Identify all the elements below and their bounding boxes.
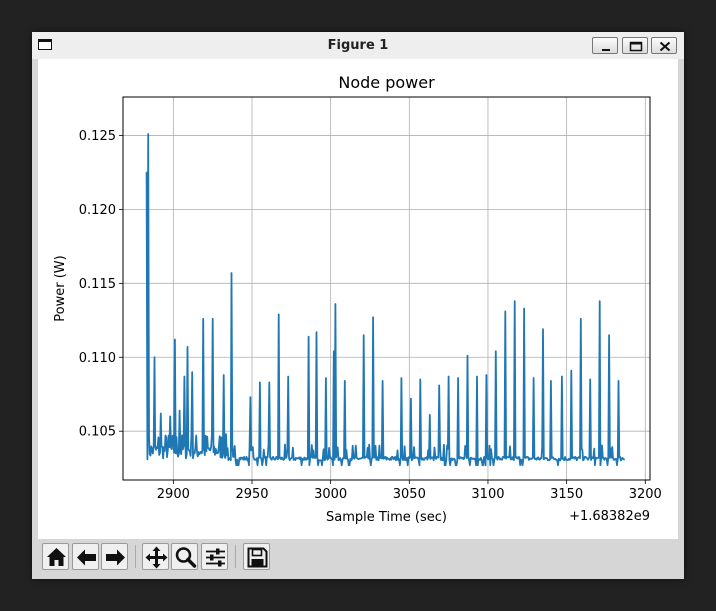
back-button[interactable] <box>72 543 99 570</box>
close-icon <box>659 41 671 52</box>
y-tick-label: 0.125 <box>79 129 116 144</box>
zoom-icon <box>175 547 197 568</box>
x-tick-label: 2900 <box>157 487 190 502</box>
x-tick-label: 3050 <box>393 487 426 502</box>
window-title: Figure 1 <box>327 38 389 53</box>
y-axis-label: Power (W) <box>53 255 68 321</box>
configure-subplots-icon <box>206 548 225 567</box>
chart-title: Node power <box>338 73 435 92</box>
line-chart: 2900 2950 3000 3050 3100 3150 3200 0.105 0.110 0.… <box>53 73 662 525</box>
close-button[interactable] <box>651 37 677 54</box>
zoom-button[interactable] <box>171 543 198 570</box>
y-tick-label: 0.120 <box>79 203 116 218</box>
forward-arrow-icon <box>106 549 125 566</box>
minimize-button[interactable] <box>592 37 618 54</box>
home-icon <box>47 548 66 566</box>
x-tick-label: 3200 <box>629 487 662 502</box>
y-tick-label: 0.105 <box>79 425 116 440</box>
x-offset-label: +1.68382e9 <box>569 509 650 524</box>
title-bar[interactable]: Figure 1 <box>32 32 684 59</box>
x-tick-label: 2950 <box>235 487 268 502</box>
plot-canvas[interactable]: 2900 2950 3000 3050 3100 3150 3200 0.105 0.110 0.… <box>38 59 678 539</box>
toolbar-separator <box>135 545 136 568</box>
x-axis-label: Sample Time (sec) <box>326 510 447 525</box>
toolbar-separator <box>235 545 236 568</box>
x-tick-label: 3000 <box>314 487 347 502</box>
y-tick-label: 0.110 <box>79 351 116 366</box>
x-tick-label: 3100 <box>471 487 504 502</box>
pan-button[interactable] <box>142 543 169 570</box>
home-button[interactable] <box>42 543 69 570</box>
minimize-icon <box>602 49 610 51</box>
back-arrow-icon <box>77 549 96 566</box>
window-icon <box>38 39 52 50</box>
maximize-button[interactable] <box>622 37 648 54</box>
figure-window: Figure 1 2900 2950 3000 3050 3100 3150 3200 0.1… <box>32 32 684 579</box>
maximize-icon <box>629 41 643 52</box>
x-tick-label: 3150 <box>550 487 583 502</box>
axes-frame <box>122 96 651 481</box>
pan-icon <box>145 546 168 569</box>
power-series-line <box>145 133 625 467</box>
save-button[interactable] <box>243 543 270 570</box>
y-tick-label: 0.115 <box>79 277 116 292</box>
save-icon <box>247 547 268 568</box>
configure-subplots-button[interactable] <box>201 543 228 570</box>
navigation-toolbar <box>38 539 678 573</box>
forward-button[interactable] <box>101 543 128 570</box>
